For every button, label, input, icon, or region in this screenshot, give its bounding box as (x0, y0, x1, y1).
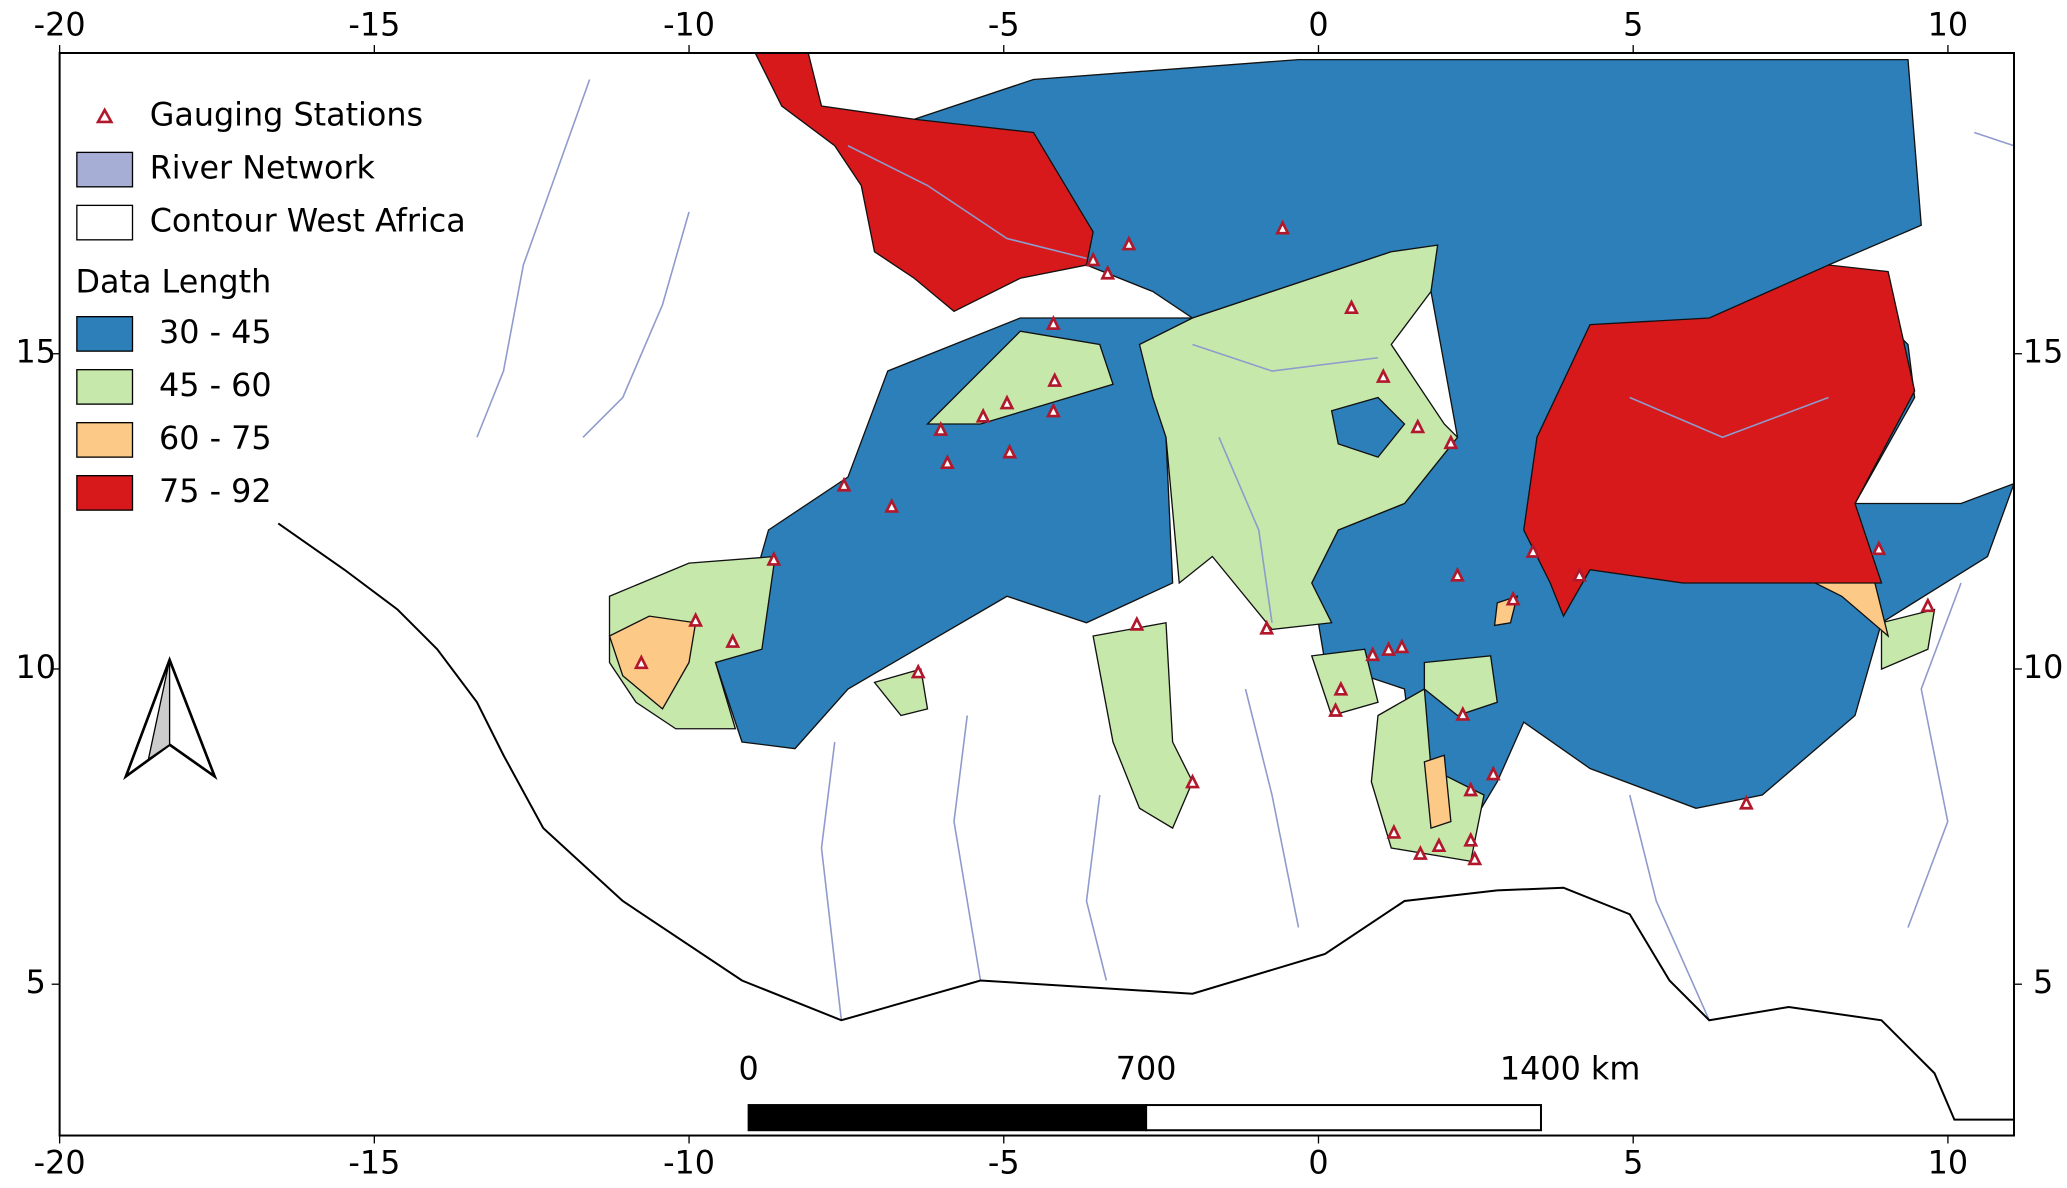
x-tick-label-bottom: 10 (1928, 1145, 1968, 1182)
basin (1523, 264, 1916, 618)
legend-label: 45 - 60 (159, 367, 272, 404)
river (1973, 131, 2015, 147)
x-tick-label-bottom: 0 (1308, 1145, 1328, 1182)
legend-label: Gauging Stations (150, 97, 423, 134)
river (1085, 794, 1108, 981)
x-tick-label-bottom: -20 (34, 1145, 86, 1182)
scale-bar-black (747, 1104, 1148, 1132)
legend-swatch (76, 151, 134, 188)
basin (925, 330, 1114, 425)
x-tick-label-top: 5 (1623, 7, 1643, 44)
y-tick-label-left: 5 (26, 964, 46, 1001)
legend-swatch (76, 475, 134, 511)
legend-title: Data Length (76, 264, 272, 301)
river (953, 715, 982, 981)
x-tick-label-top: 0 (1308, 7, 1328, 44)
legend-swatch (76, 316, 134, 352)
river (1628, 794, 1710, 1021)
scale-bar-white (1145, 1104, 1542, 1132)
river (1907, 582, 1962, 928)
river (476, 79, 591, 438)
basin (873, 668, 929, 717)
x-tick-label-bottom: -10 (663, 1145, 715, 1182)
rivers (476, 79, 2015, 1021)
river (847, 145, 1087, 260)
scale-bar: 0 700 1400 km (739, 1051, 1640, 1132)
x-tick-label-top: -5 (988, 7, 1020, 44)
x-tick-label-top: 10 (1928, 7, 1968, 44)
legend-label: 30 - 45 (159, 314, 272, 351)
x-tick-label-top: -10 (663, 7, 715, 44)
y-tick-label-right: 15 (2023, 334, 2063, 371)
y-tick-label-right: 10 (2023, 649, 2063, 686)
basin (754, 52, 1094, 313)
x-tick-label-top: -15 (348, 7, 400, 44)
legend-label: River Network (150, 150, 376, 187)
river (1629, 396, 1829, 439)
basin (1880, 608, 1936, 671)
scale-label: 0 (739, 1051, 759, 1088)
legend-swatch (76, 369, 134, 405)
y-tick-label-right: 5 (2033, 964, 2053, 1001)
basin (1310, 648, 1379, 717)
basin (1138, 244, 1459, 631)
river (820, 741, 843, 1021)
map-frame (58, 52, 2015, 1137)
basin (1092, 621, 1194, 830)
legend-symbol (95, 107, 114, 124)
basin (1423, 655, 1498, 717)
gauging-stations (633, 219, 1936, 866)
river (582, 211, 690, 438)
legend-label: 75 - 92 (159, 473, 272, 510)
y-tick-label-left: 10 (16, 649, 56, 686)
x-tick-label-bottom: -5 (988, 1145, 1020, 1182)
legend-swatch (76, 422, 134, 458)
x-tick-label-bottom: -15 (348, 1145, 400, 1182)
scale-label: 1400 km (1500, 1051, 1640, 1088)
x-tick-label-top: -20 (34, 7, 86, 44)
legend-label: 60 - 75 (159, 420, 272, 457)
north-arrow (123, 656, 218, 781)
coastline (277, 522, 2014, 1121)
legend-label: Contour West Africa (150, 203, 466, 240)
y-tick-label-left: 15 (16, 334, 56, 371)
river (1244, 688, 1300, 928)
river (1218, 436, 1273, 623)
scale-label: 700 (1116, 1051, 1177, 1088)
river-network (847, 145, 1829, 623)
basin (608, 615, 697, 710)
x-tick-label-bottom: 5 (1623, 1145, 1643, 1182)
legend-swatch (76, 204, 134, 241)
river (1192, 343, 1379, 372)
basins (608, 52, 2016, 863)
basin (1423, 754, 1452, 830)
basin (1330, 396, 1406, 458)
